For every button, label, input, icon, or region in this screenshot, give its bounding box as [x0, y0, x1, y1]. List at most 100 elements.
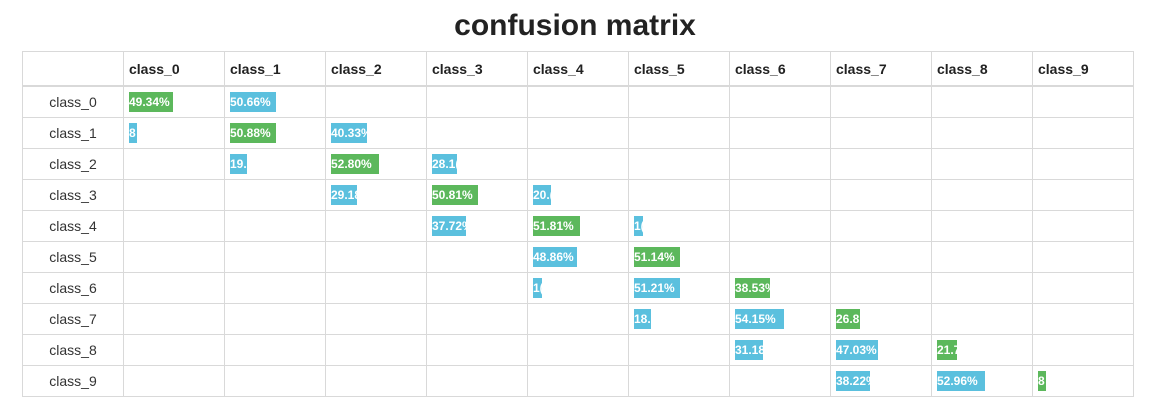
cell-bar-class_2-class_3: 28.1(	[432, 154, 457, 174]
row-label-class_7: class_7	[22, 303, 124, 335]
matrix-cell-class_5-class_1	[224, 241, 326, 273]
cell-bar-class_3-class_3: 50.81%	[432, 185, 478, 205]
matrix-cell-class_5-class_6	[729, 241, 831, 273]
matrix-row-class_1: class_18 50.88% 40.33%	[22, 117, 1134, 149]
matrix-cell-class_1-class_3	[426, 117, 528, 149]
matrix-cell-class_7-class_7: 26.8	[830, 303, 932, 335]
matrix-cell-class_9-class_1	[224, 365, 326, 397]
matrix-cell-class_6-class_9	[1032, 272, 1134, 304]
cell-bar-class_2-class_1: 19.	[230, 154, 247, 174]
matrix-cell-class_8-class_2	[325, 334, 427, 366]
matrix-cell-class_2-class_7	[830, 148, 932, 180]
cell-bar-class_9-class_8: 52.96%	[937, 371, 985, 391]
matrix-cell-class_0-class_6	[729, 85, 831, 118]
matrix-cell-class_6-class_8	[931, 272, 1033, 304]
matrix-cell-class_5-class_7	[830, 241, 932, 273]
cell-bar-class_5-class_5: 51.14%	[634, 247, 680, 267]
matrix-cell-class_7-class_8	[931, 303, 1033, 335]
matrix-cell-class_1-class_7	[830, 117, 932, 149]
row-label-class_6: class_6	[22, 272, 124, 304]
column-header-class_6: class_6	[729, 51, 831, 87]
column-header-class_8: class_8	[931, 51, 1033, 87]
matrix-cell-class_9-class_6	[729, 365, 831, 397]
matrix-cell-class_0-class_7	[830, 85, 932, 118]
matrix-cell-class_0-class_0: 49.34%	[123, 85, 225, 118]
matrix-cell-class_4-class_9	[1032, 210, 1134, 242]
column-header-class_7: class_7	[830, 51, 932, 87]
matrix-cell-class_7-class_9	[1032, 303, 1134, 335]
matrix-cell-class_6-class_0	[123, 272, 225, 304]
matrix-cell-class_3-class_1	[224, 179, 326, 211]
matrix-cell-class_3-class_6	[729, 179, 831, 211]
matrix-cell-class_1-class_1: 50.88%	[224, 117, 326, 149]
matrix-cell-class_7-class_1	[224, 303, 326, 335]
matrix-cell-class_6-class_7	[830, 272, 932, 304]
matrix-cell-class_9-class_8: 52.96%	[931, 365, 1033, 397]
matrix-cell-class_4-class_6	[729, 210, 831, 242]
matrix-cell-class_9-class_4	[527, 365, 629, 397]
matrix-cell-class_1-class_6	[729, 117, 831, 149]
cell-bar-class_8-class_8: 21.7	[937, 340, 957, 360]
matrix-cell-class_2-class_3: 28.1(	[426, 148, 528, 180]
confusion-matrix-table: class_0 class_1 class_2 class_3 class_4 class…	[22, 51, 1134, 397]
matrix-cell-class_6-class_5: 51.21%	[628, 272, 730, 304]
matrix-cell-class_0-class_9	[1032, 85, 1134, 118]
matrix-cell-class_0-class_5	[628, 85, 730, 118]
matrix-cell-class_4-class_1	[224, 210, 326, 242]
chart-title: confusion matrix	[454, 9, 696, 42]
matrix-cell-class_5-class_2	[325, 241, 427, 273]
matrix-cell-class_2-class_8	[931, 148, 1033, 180]
matrix-cell-class_4-class_8	[931, 210, 1033, 242]
matrix-cell-class_9-class_0	[123, 365, 225, 397]
matrix-cell-class_5-class_4: 48.86%	[527, 241, 629, 273]
row-label-class_5: class_5	[22, 241, 124, 273]
cell-bar-class_4-class_3: 37.72%	[432, 216, 466, 236]
matrix-cell-class_0-class_4	[527, 85, 629, 118]
column-header-class_5: class_5	[628, 51, 730, 87]
matrix-cell-class_3-class_9	[1032, 179, 1134, 211]
matrix-cell-class_7-class_2	[325, 303, 427, 335]
matrix-cell-class_6-class_2	[325, 272, 427, 304]
matrix-cell-class_7-class_4	[527, 303, 629, 335]
matrix-cell-class_2-class_9	[1032, 148, 1134, 180]
cell-bar-class_3-class_4: 20.(	[533, 185, 551, 205]
matrix-cell-class_5-class_0	[123, 241, 225, 273]
matrix-cell-class_2-class_0	[123, 148, 225, 180]
header-row: class_0 class_1 class_2 class_3 class_4 class…	[22, 51, 1134, 87]
matrix-cell-class_8-class_1	[224, 334, 326, 366]
matrix-cell-class_7-class_6: 54.15%	[729, 303, 831, 335]
matrix-row-class_0: class_0 49.34% 50.66%	[22, 85, 1134, 118]
cell-bar-class_3-class_2: 29.18	[331, 185, 357, 205]
matrix-cell-class_7-class_5: 18.	[628, 303, 730, 335]
matrix-cell-class_3-class_2: 29.18	[325, 179, 427, 211]
cell-bar-class_6-class_6: 38.53%	[735, 278, 770, 298]
matrix-cell-class_8-class_6: 31.18	[729, 334, 831, 366]
matrix-cell-class_4-class_0	[123, 210, 225, 242]
matrix-cell-class_1-class_8	[931, 117, 1033, 149]
row-label-class_0: class_0	[22, 85, 124, 118]
matrix-cell-class_5-class_3	[426, 241, 528, 273]
matrix-cell-class_6-class_3	[426, 272, 528, 304]
matrix-cell-class_4-class_4: 51.81%	[527, 210, 629, 242]
matrix-cell-class_2-class_2: 52.80%	[325, 148, 427, 180]
cell-bar-class_6-class_4: 1(	[533, 278, 542, 298]
row-label-class_3: class_3	[22, 179, 124, 211]
matrix-cell-class_2-class_5	[628, 148, 730, 180]
matrix-cell-class_0-class_8	[931, 85, 1033, 118]
matrix-cell-class_4-class_5: 1(	[628, 210, 730, 242]
cell-bar-class_2-class_2: 52.80%	[331, 154, 379, 174]
matrix-cell-class_1-class_0: 8	[123, 117, 225, 149]
matrix-row-class_5: class_5 48.86% 51.14%	[22, 241, 1134, 273]
matrix-cell-class_9-class_7: 38.22%	[830, 365, 932, 397]
cell-bar-class_9-class_9: 8	[1038, 371, 1046, 391]
column-header-class_9: class_9	[1032, 51, 1134, 87]
corner-header-cell	[22, 51, 124, 87]
matrix-row-class_8: class_8 31.18 47.03% 21.7	[22, 334, 1134, 366]
matrix-cell-class_5-class_8	[931, 241, 1033, 273]
matrix-cell-class_2-class_6	[729, 148, 831, 180]
cell-bar-class_4-class_4: 51.81%	[533, 216, 580, 236]
matrix-cell-class_8-class_9	[1032, 334, 1134, 366]
cell-bar-class_9-class_7: 38.22%	[836, 371, 870, 391]
matrix-cell-class_3-class_3: 50.81%	[426, 179, 528, 211]
matrix-cell-class_3-class_0	[123, 179, 225, 211]
